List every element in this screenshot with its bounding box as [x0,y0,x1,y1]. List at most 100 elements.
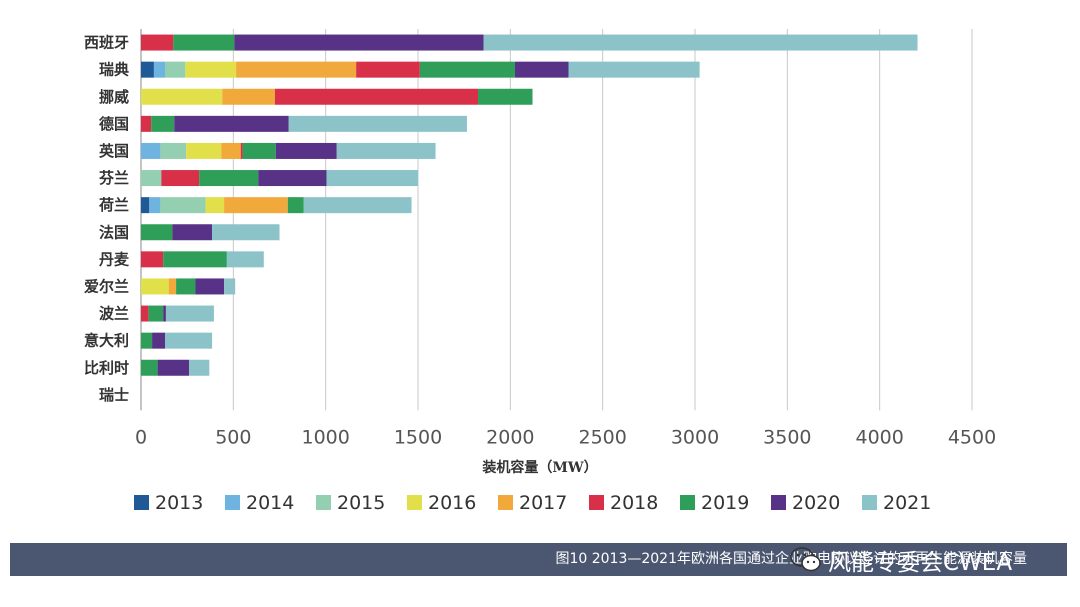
legend-label: 2017 [519,492,567,514]
bar-segment-2021 [483,34,918,51]
wechat-icon [790,547,821,572]
x-tick-labels: 0 500 1000 1500 2000 2500 3000 3500 4000 4500 [135,426,996,448]
bar-segment-2018 [141,115,152,132]
bar-segment-2020 [174,115,289,132]
category-label: 爱尔兰 [84,277,129,295]
bar-segment-2017 [224,197,288,214]
category-label: 丹麦 [99,250,130,268]
legend-label: 2018 [610,492,658,514]
bar-segment-2015 [160,142,187,159]
bar-segment-2017 [221,142,241,159]
bar-segment-2020 [163,305,166,322]
bar-segment-2019 [173,34,235,51]
bar-segment-2020 [234,34,484,51]
category-label: 芬兰 [99,169,129,187]
category-label: 法国 [99,223,129,241]
bar-segment-2020 [195,278,225,295]
legend-swatch [589,495,604,510]
bar-segment-2013 [141,197,150,214]
legend-swatch [498,495,513,510]
legend-swatch [134,495,149,510]
legend-swatch [680,495,695,510]
x-tick-label: 1000 [301,426,349,448]
bar-segment-2019 [478,88,533,105]
category-label: 挪威 [99,88,129,106]
legend: 2013 2014 2015 2016 2017 2018 2019 2020 2021 [134,492,931,514]
bar-segment-2016 [205,197,225,214]
x-tick-label: 1500 [394,426,442,448]
bar-segment-2019 [163,251,227,268]
category-label: 比利时 [84,359,129,377]
x-tick-label: 500 [215,426,251,448]
watermark-text: 风能专委会CWEA [828,550,1013,576]
bar-segment-2019 [419,61,515,78]
category-label: 英国 [99,142,129,160]
bar-segment-2021 [165,332,213,349]
bar-segment-2020 [172,224,213,241]
category-label: 瑞士 [99,386,129,404]
bar-segment-2015 [160,197,206,214]
x-tick-label: 3500 [763,426,811,448]
bar-segment-2019 [141,359,158,376]
bar-segment-2021 [224,278,236,295]
x-tick-label: 4000 [855,426,903,448]
category-label: 荷兰 [99,196,129,214]
legend-label: 2014 [246,492,294,514]
category-label: 意大利 [84,332,129,350]
x-tick-label: 3000 [671,426,719,448]
bar-segment-2014 [153,61,166,78]
bar-segment-2019 [151,115,175,132]
bar-segment-2017 [168,278,177,295]
category-label: 德国 [99,115,129,133]
bar-segment-2016 [141,278,169,295]
bars [141,34,918,376]
bar-segment-2018 [161,170,200,187]
category-label: 西班牙 [84,34,129,52]
legend-label: 2019 [701,492,749,514]
bar-segment-2021 [336,142,436,159]
legend-swatch [316,495,331,510]
bar-segment-2019 [141,224,173,241]
bar-segment-2018 [141,251,164,268]
bar-segment-2020 [157,359,190,376]
bar-segment-2018 [141,305,149,322]
legend-label: 2020 [792,492,840,514]
category-label: 波兰 [99,305,129,323]
bar-segment-2020 [514,61,569,78]
bar-segment-2017 [222,88,275,105]
legend-label: 2013 [155,492,203,514]
bar-segment-2021 [288,115,467,132]
bar-segment-2021 [212,224,280,241]
bar-segment-2018 [141,34,174,51]
bar-segment-2018 [240,142,243,159]
bar-segment-2020 [258,170,327,187]
bar-segment-2015 [165,61,186,78]
bar-segment-2019 [199,170,259,187]
bar-segment-2016 [141,88,223,105]
bar-segment-2013 [141,61,154,78]
legend-swatch [407,495,422,510]
legend-label: 2015 [337,492,385,514]
bar-segment-2021 [226,251,264,268]
bar-segment-2021 [568,61,700,78]
bar-segment-2019 [242,142,276,159]
bar-segment-2020 [152,332,166,349]
bar-segment-2017 [236,61,357,78]
bar-segment-2021 [165,305,214,322]
legend-swatch [225,495,240,510]
legend-swatch [862,495,877,510]
legend-label: 2021 [883,492,931,514]
bar-segment-2015 [141,170,162,187]
bar-segment-2021 [326,170,418,187]
bar-segment-2019 [148,305,164,322]
x-tick-label: 2000 [486,426,534,448]
legend-swatch [771,495,786,510]
x-tick-label: 4500 [948,426,996,448]
bar-segment-2019 [141,332,153,349]
bar-segment-2014 [149,197,161,214]
watermark: 风能专委会CWEA [790,540,1012,580]
bar-segment-2020 [275,142,337,159]
bar-segment-2018 [356,61,420,78]
